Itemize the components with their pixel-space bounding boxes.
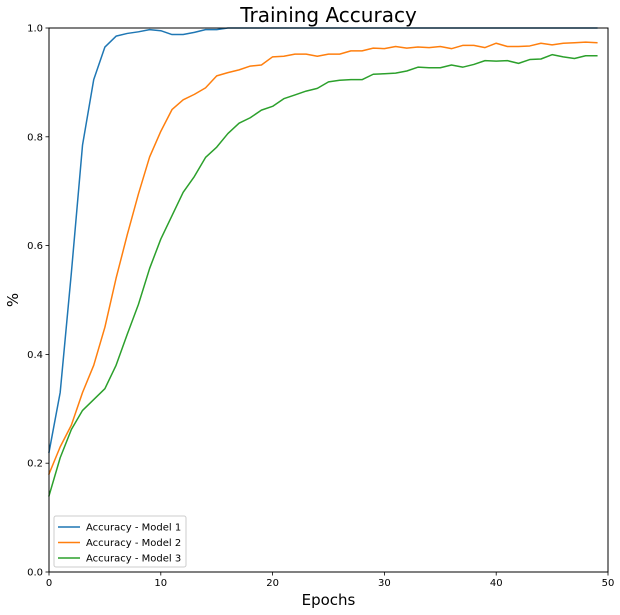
x-tick-label: 50 [602, 578, 615, 589]
y-tick-label: 1.0 [27, 24, 43, 35]
y-tick-label: 0.8 [27, 132, 43, 143]
x-tick-label: 0 [46, 578, 52, 589]
y-tick-label: 0.0 [27, 568, 43, 579]
legend-label-model-3: Accuracy - Model 3 [86, 554, 181, 565]
y-axis: 0.0 0.2 0.4 0.6 0.8 1.0 [27, 24, 49, 579]
x-tick-label: 10 [154, 578, 167, 589]
legend: Accuracy - Model 1 Accuracy - Model 2 Accu… [53, 515, 187, 568]
series-line-model-3 [48, 53, 598, 497]
legend-label-model-2: Accuracy - Model 2 [86, 538, 181, 549]
x-tick-label: 30 [378, 578, 391, 589]
chart-title: Training Accuracy [239, 3, 417, 27]
y-axis-label: % [4, 293, 22, 307]
x-tick-label: 20 [266, 578, 279, 589]
x-axis-label: Epochs [302, 591, 356, 609]
legend-label-model-1: Accuracy - Model 1 [86, 523, 181, 534]
plot-frame [48, 27, 609, 573]
y-tick-label: 0.4 [27, 350, 43, 361]
y-tick-label: 0.2 [27, 459, 43, 470]
legend-box [53, 515, 187, 568]
x-tick-label: 40 [490, 578, 503, 589]
series-line-model-2 [48, 41, 598, 476]
x-axis: 0 10 20 30 40 50 [46, 572, 615, 589]
y-tick-label: 0.6 [27, 241, 43, 252]
